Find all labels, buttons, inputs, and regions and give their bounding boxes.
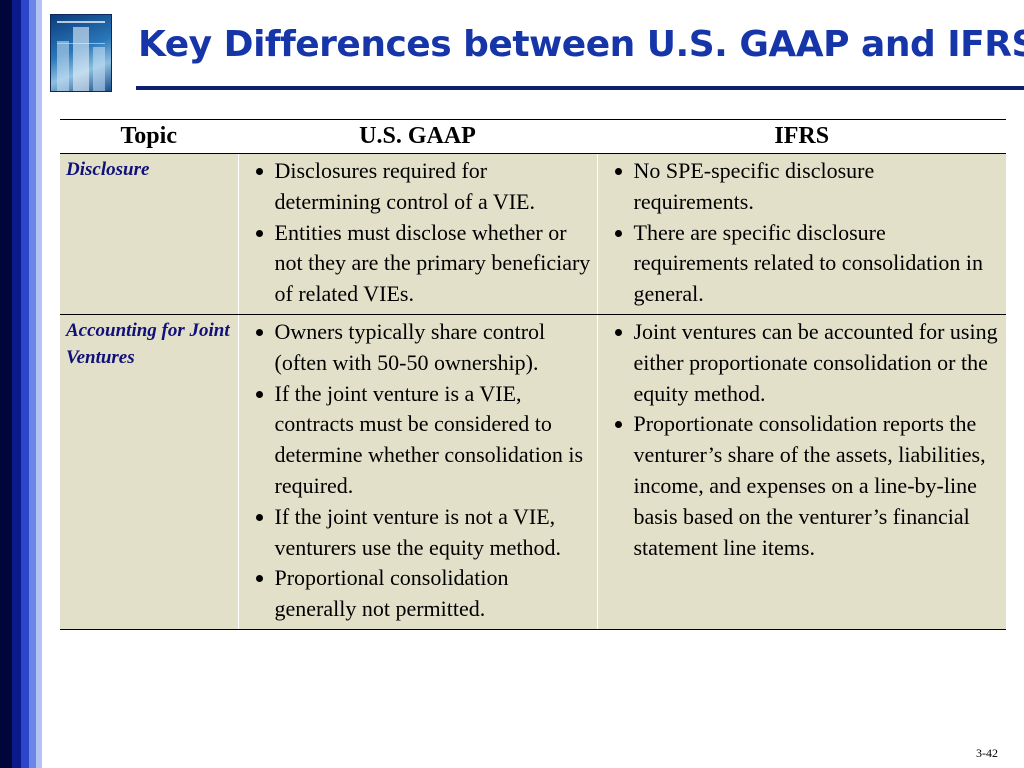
bullet-text: Proportional consolidation generally not… — [274, 565, 509, 622]
bullet-text: Proportionate consolidation reports the … — [633, 411, 986, 560]
logo-building — [93, 47, 105, 91]
table-header-row: Topic U.S. GAAP IFRS — [60, 119, 1006, 154]
bullet-dot-icon — [255, 229, 263, 237]
bullet-dot-icon — [255, 513, 263, 521]
bullet-text: If the joint venture is not a VIE, ventu… — [274, 503, 562, 560]
bullet-text: There are specific disclosure requiremen… — [633, 219, 983, 307]
list-item: Proportional consolidation generally not… — [245, 563, 591, 625]
gaap-bullet-list: Owners typically share control (often wi… — [245, 317, 591, 625]
list-item: Entities must disclose whether or not th… — [245, 218, 591, 310]
gaap-cell: Disclosures required for determining con… — [237, 153, 597, 315]
slide-title: Key Differences between U.S. GAAP and IF… — [138, 24, 1024, 65]
bullet-text: Entities must disclose whether or not th… — [274, 219, 591, 307]
bullet-text: No SPE-specific disclosure requirements. — [633, 158, 875, 214]
ifrs-bullet-list: No SPE-specific disclosure requirements.… — [604, 156, 1001, 310]
logo-building — [73, 27, 89, 91]
left-stripe-navy — [12, 0, 21, 768]
textbook-cover-logo — [50, 14, 112, 92]
list-item: Owners typically share control (often wi… — [245, 317, 591, 379]
list-item: Disclosures required for determining con… — [245, 156, 591, 218]
list-item: Joint ventures can be accounted for usin… — [604, 317, 1001, 409]
title-underline — [136, 86, 1024, 90]
ifrs-cell: Joint ventures can be accounted for usin… — [596, 314, 1006, 630]
bullet-dot-icon — [255, 390, 263, 398]
bullet-dot-icon — [255, 328, 263, 336]
list-item: Proportionate consolidation reports the … — [604, 409, 1001, 563]
left-stripe-dark — [0, 0, 12, 768]
header-ifrs: IFRS — [596, 119, 1006, 154]
left-stripe-light — [36, 0, 42, 768]
bullet-dot-icon — [614, 229, 622, 237]
bullet-dot-icon — [255, 575, 263, 583]
ifrs-cell: No SPE-specific disclosure requirements.… — [596, 153, 1006, 315]
bullet-text: Owners typically share control (often wi… — [274, 318, 546, 375]
list-item: There are specific disclosure requiremen… — [604, 218, 1001, 310]
topic-cell: Accounting for Joint Ventures — [60, 314, 238, 630]
bullet-text: Joint ventures can be accounted for usin… — [633, 318, 998, 406]
gaap-cell: Owners typically share control (often wi… — [237, 314, 597, 630]
bullet-text: If the joint venture is a VIE, contracts… — [274, 380, 584, 498]
left-stripe-mid — [29, 0, 36, 768]
table-row: Disclosure Disclosures required for dete… — [60, 153, 1006, 315]
bullet-dot-icon — [614, 328, 622, 336]
topic-cell: Disclosure — [60, 153, 238, 315]
list-item: No SPE-specific disclosure requirements. — [604, 156, 1001, 218]
header-topic: Topic — [60, 119, 238, 154]
header-us-gaap: U.S. GAAP — [237, 119, 597, 154]
gaap-bullet-list: Disclosures required for determining con… — [245, 156, 591, 310]
comparison-table: Topic U.S. GAAP IFRS Disclosure Disclosu… — [60, 119, 1006, 630]
list-item: If the joint venture is a VIE, contracts… — [245, 379, 591, 502]
bullet-dot-icon — [614, 421, 622, 429]
page-number: 3-42 — [976, 746, 998, 760]
bullet-dot-icon — [255, 168, 263, 175]
left-stripe-blue — [21, 0, 29, 768]
ifrs-bullet-list: Joint ventures can be accounted for usin… — [604, 317, 1001, 563]
bullet-text: Disclosures required for determining con… — [274, 158, 535, 214]
list-item: If the joint venture is not a VIE, ventu… — [245, 502, 591, 564]
bullet-dot-icon — [614, 168, 622, 175]
logo-building — [57, 41, 69, 91]
table-row: Accounting for Joint Ventures Owners typ… — [60, 314, 1006, 630]
